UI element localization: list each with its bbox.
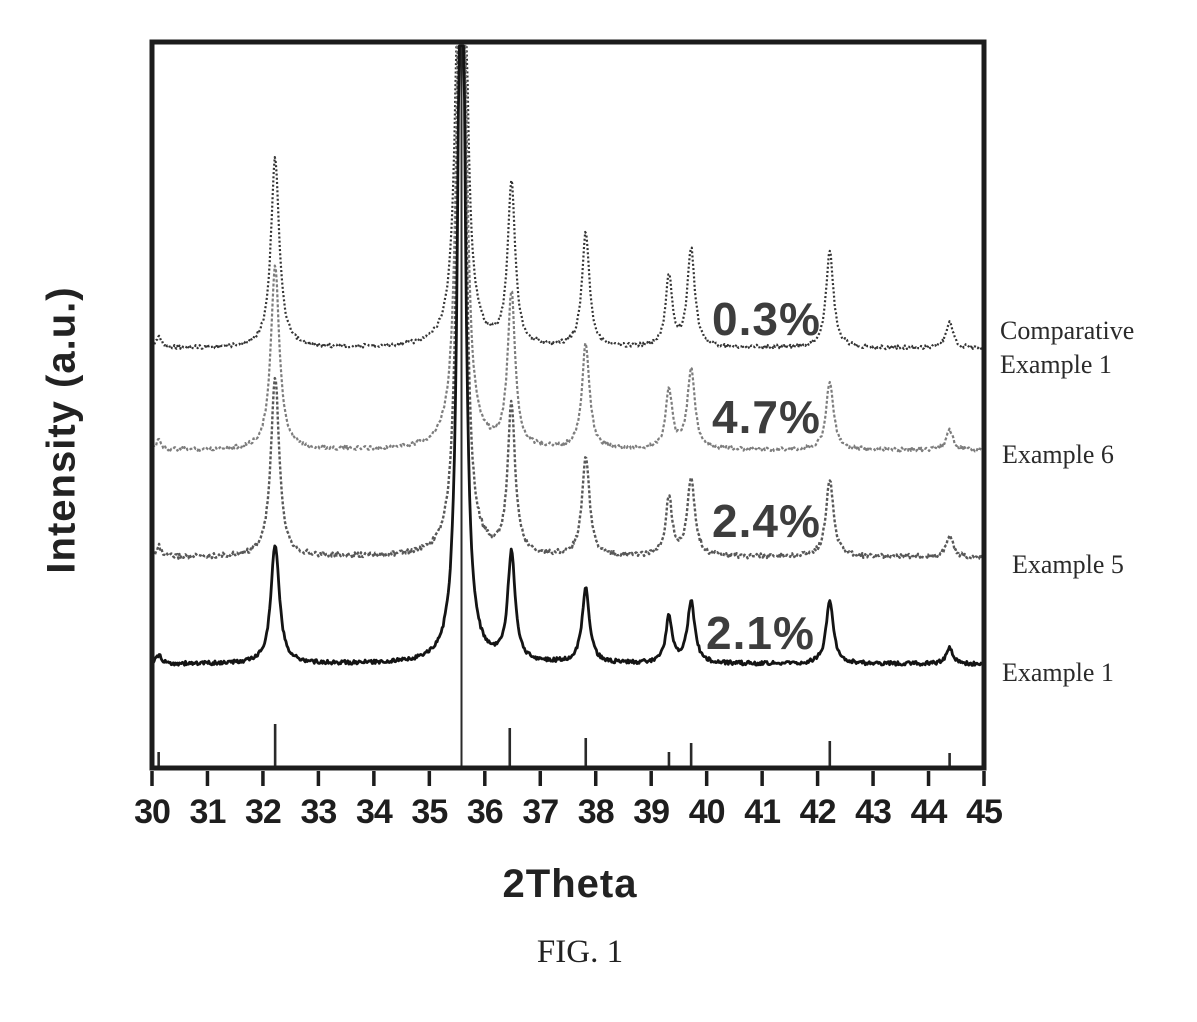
- x-tick-43: 43: [855, 793, 892, 831]
- x-tick-38: 38: [577, 793, 615, 831]
- trace-example-6: [154, 44, 982, 453]
- x-tick-37: 37: [522, 793, 559, 831]
- x-tick-35: 35: [411, 793, 448, 831]
- pct-label-example-5: 2.4%: [712, 495, 821, 547]
- x-axis-title: 2Theta: [502, 862, 638, 906]
- x-tick-40: 40: [688, 793, 726, 831]
- x-tick-31: 31: [189, 793, 227, 831]
- x-tick-33: 33: [300, 793, 337, 831]
- pct-label-example-6: 4.7%: [712, 391, 821, 443]
- series-label-comparative-example-1: Comparative Example 1: [1000, 316, 1135, 379]
- figure-caption: FIG. 1: [536, 934, 624, 970]
- x-tick-36: 36: [466, 793, 504, 831]
- x-tick-41: 41: [744, 793, 781, 831]
- series-label-example-5: Example 5: [1012, 550, 1124, 579]
- x-tick-30: 30: [134, 793, 171, 831]
- x-tick-32: 32: [245, 793, 282, 831]
- series-label-example-1: Example 1: [1002, 658, 1114, 687]
- series-label-example-6: Example 6: [1002, 440, 1114, 469]
- x-tick-34: 34: [355, 793, 393, 831]
- trace-comparative-example-1: [154, 44, 982, 351]
- trace-example-1: [154, 44, 982, 667]
- pct-label-example-1: 2.1%: [706, 607, 815, 659]
- x-tick-44: 44: [910, 793, 948, 831]
- pct-label-comparative-example-1: 0.3%: [712, 293, 821, 345]
- x-tick-42: 42: [799, 793, 837, 831]
- trace-example-5: [154, 44, 982, 560]
- x-tick-39: 39: [633, 793, 670, 831]
- plot-frame: [149, 39, 987, 771]
- y-axis-title: Intensity (a.u.): [39, 286, 84, 574]
- x-tick-45: 45: [966, 793, 1003, 831]
